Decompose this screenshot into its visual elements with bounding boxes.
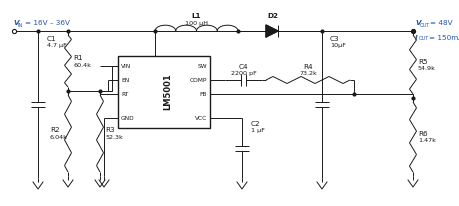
Text: 52.3k: 52.3k	[105, 135, 123, 140]
Text: EN: EN	[121, 77, 129, 82]
Text: 54.9k: 54.9k	[418, 66, 436, 71]
Text: SW: SW	[197, 63, 207, 69]
Polygon shape	[266, 25, 278, 37]
Text: 4.7 µF: 4.7 µF	[47, 43, 67, 48]
Text: R5: R5	[418, 59, 428, 64]
Text: GND: GND	[121, 116, 134, 121]
Text: V: V	[13, 20, 19, 26]
Text: RT: RT	[121, 91, 128, 96]
Text: 2200 pF: 2200 pF	[230, 71, 257, 76]
Text: = 48V: = 48V	[430, 20, 453, 26]
Text: LM5001: LM5001	[163, 74, 173, 110]
Text: OUT: OUT	[419, 36, 429, 41]
Text: FB: FB	[200, 91, 207, 96]
Text: D2: D2	[268, 13, 279, 19]
Text: V: V	[415, 20, 420, 26]
Text: COMP: COMP	[190, 77, 207, 82]
Text: I: I	[415, 35, 418, 41]
Text: C4: C4	[239, 64, 248, 70]
Text: R2: R2	[50, 128, 60, 133]
Text: C1: C1	[47, 36, 56, 42]
Text: 6.04k: 6.04k	[50, 135, 68, 140]
Text: IN: IN	[18, 22, 23, 27]
Text: 73.2k: 73.2k	[299, 71, 317, 76]
Text: VIN: VIN	[121, 63, 131, 69]
Text: = 16V – 36V: = 16V – 36V	[25, 20, 70, 26]
Text: R4: R4	[303, 64, 313, 70]
Text: OUT: OUT	[420, 22, 430, 27]
Text: C2: C2	[251, 121, 261, 127]
Text: 10µF: 10µF	[330, 43, 346, 48]
Text: 1 µF: 1 µF	[251, 128, 265, 133]
Text: C3: C3	[330, 36, 340, 42]
Text: VCC: VCC	[195, 116, 207, 121]
Text: 100 µH: 100 µH	[185, 21, 208, 26]
Text: R3: R3	[105, 128, 115, 133]
Text: 60.4k: 60.4k	[73, 62, 91, 68]
Text: 1.47k: 1.47k	[418, 138, 436, 144]
Bar	[118, 56, 210, 128]
Text: R1: R1	[73, 55, 83, 61]
Text: L1: L1	[192, 13, 201, 19]
Text: R6: R6	[418, 131, 428, 137]
Text: = 150mA: = 150mA	[429, 35, 459, 41]
